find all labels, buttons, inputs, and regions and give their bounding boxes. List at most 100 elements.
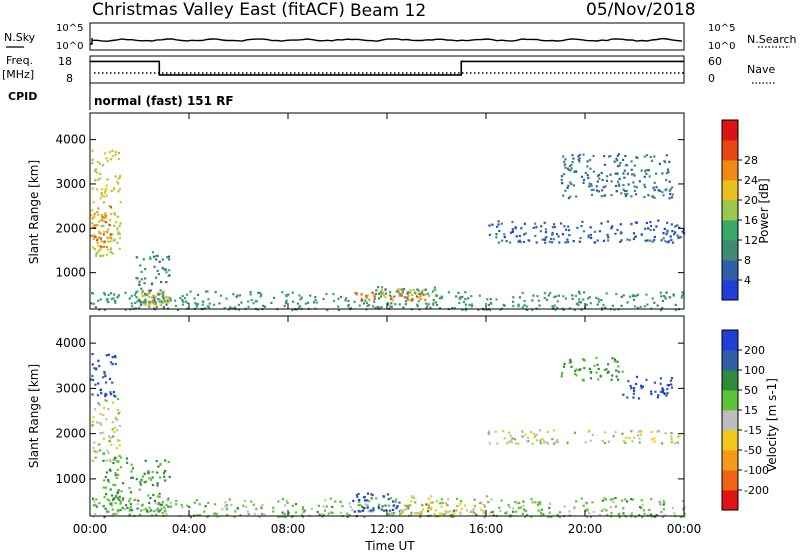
data-point	[539, 230, 542, 233]
data-point	[99, 413, 102, 416]
x-tick-label: 00:00	[73, 522, 108, 536]
data-point	[102, 254, 105, 257]
data-point	[432, 303, 435, 306]
data-point	[432, 302, 435, 305]
data-point	[664, 432, 667, 435]
data-point	[281, 291, 284, 294]
data-point	[465, 509, 468, 512]
data-point	[635, 186, 638, 189]
data-point	[518, 239, 521, 242]
data-point	[148, 300, 151, 303]
data-point	[587, 236, 590, 239]
data-point	[445, 503, 449, 506]
data-point	[407, 294, 410, 297]
data-point	[108, 224, 111, 227]
data-point	[558, 241, 561, 244]
data-point	[595, 356, 598, 360]
data-point	[243, 499, 246, 502]
data-point	[495, 298, 498, 301]
data-point	[429, 306, 432, 309]
data-point	[508, 506, 511, 509]
data-point	[618, 164, 621, 167]
data-point	[348, 502, 351, 505]
data-point	[300, 296, 303, 299]
data-point	[332, 300, 336, 303]
data-point	[219, 294, 223, 297]
data-point	[544, 231, 548, 234]
data-point	[116, 233, 119, 236]
data-point	[158, 495, 161, 498]
data-point	[164, 296, 167, 299]
data-point	[165, 513, 168, 516]
data-point	[322, 514, 326, 517]
data-point	[237, 303, 240, 306]
data-point	[559, 222, 563, 225]
data-point	[143, 472, 146, 475]
data-point	[549, 292, 552, 295]
data-point	[97, 359, 100, 362]
data-point	[114, 484, 117, 487]
data-point	[92, 378, 95, 382]
data-point	[462, 301, 466, 304]
data-point	[566, 441, 569, 444]
data-point	[558, 511, 562, 514]
data-point	[434, 289, 437, 292]
data-point	[614, 505, 618, 508]
data-point	[582, 153, 585, 156]
data-point	[163, 510, 166, 513]
data-point	[135, 256, 138, 259]
data-point	[539, 439, 542, 442]
data-point	[563, 225, 566, 228]
data-point	[480, 502, 483, 505]
data-point	[216, 515, 219, 518]
data-point	[360, 297, 363, 300]
data-point	[159, 292, 162, 295]
data-point	[163, 475, 166, 478]
data-point	[96, 421, 99, 424]
colorbar-swatch	[722, 350, 738, 371]
data-point	[312, 301, 315, 304]
colorbar-tick-label: 200	[744, 344, 765, 357]
colorbar-swatch	[722, 200, 738, 221]
data-point	[668, 180, 671, 183]
data-point	[355, 292, 358, 295]
data-point	[611, 304, 614, 307]
data-point	[155, 276, 158, 279]
data-point	[560, 175, 563, 178]
data-point	[638, 514, 641, 517]
data-point	[671, 230, 674, 233]
data-point	[562, 295, 565, 298]
data-point	[633, 298, 636, 301]
data-point	[662, 237, 665, 240]
data-point	[284, 302, 288, 305]
data-point	[620, 231, 623, 234]
data-point	[531, 308, 534, 312]
data-point	[607, 236, 610, 239]
data-point	[101, 216, 104, 219]
data-point	[543, 238, 547, 241]
data-point	[668, 189, 671, 192]
data-point	[659, 503, 662, 506]
data-point	[657, 394, 660, 397]
data-point	[168, 274, 171, 277]
data-point	[544, 241, 547, 244]
data-point	[322, 298, 325, 301]
data-point	[572, 184, 576, 187]
y-tick-label: 3000	[55, 381, 86, 395]
data-point	[195, 305, 198, 308]
data-point	[116, 468, 119, 471]
data-point	[386, 302, 389, 305]
data-point	[515, 235, 518, 238]
data-point	[613, 160, 616, 163]
data-point	[142, 258, 145, 261]
data-point	[568, 510, 571, 513]
data-point	[181, 506, 184, 509]
data-point	[406, 292, 409, 295]
data-point	[93, 500, 96, 503]
data-point	[346, 515, 349, 518]
data-point	[386, 493, 390, 496]
data-point	[540, 509, 543, 512]
data-point	[577, 155, 580, 158]
data-point	[567, 197, 570, 200]
data-point	[91, 292, 94, 295]
